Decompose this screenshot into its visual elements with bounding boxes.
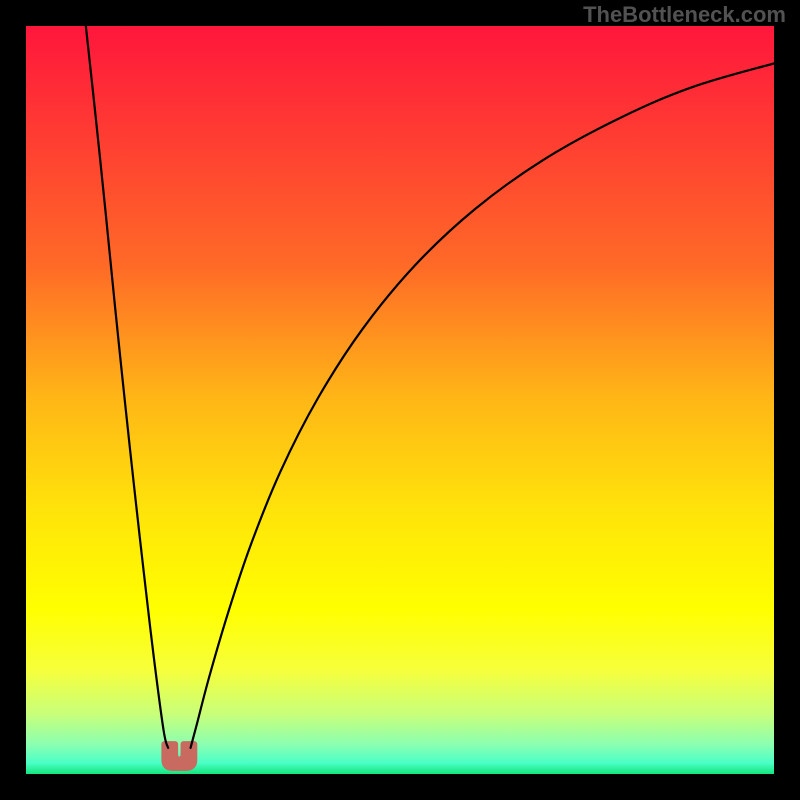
chart-frame: TheBottleneck.com xyxy=(0,0,800,800)
plot-background xyxy=(26,26,774,774)
watermark-text: TheBottleneck.com xyxy=(583,2,786,28)
chart-svg xyxy=(0,0,800,800)
